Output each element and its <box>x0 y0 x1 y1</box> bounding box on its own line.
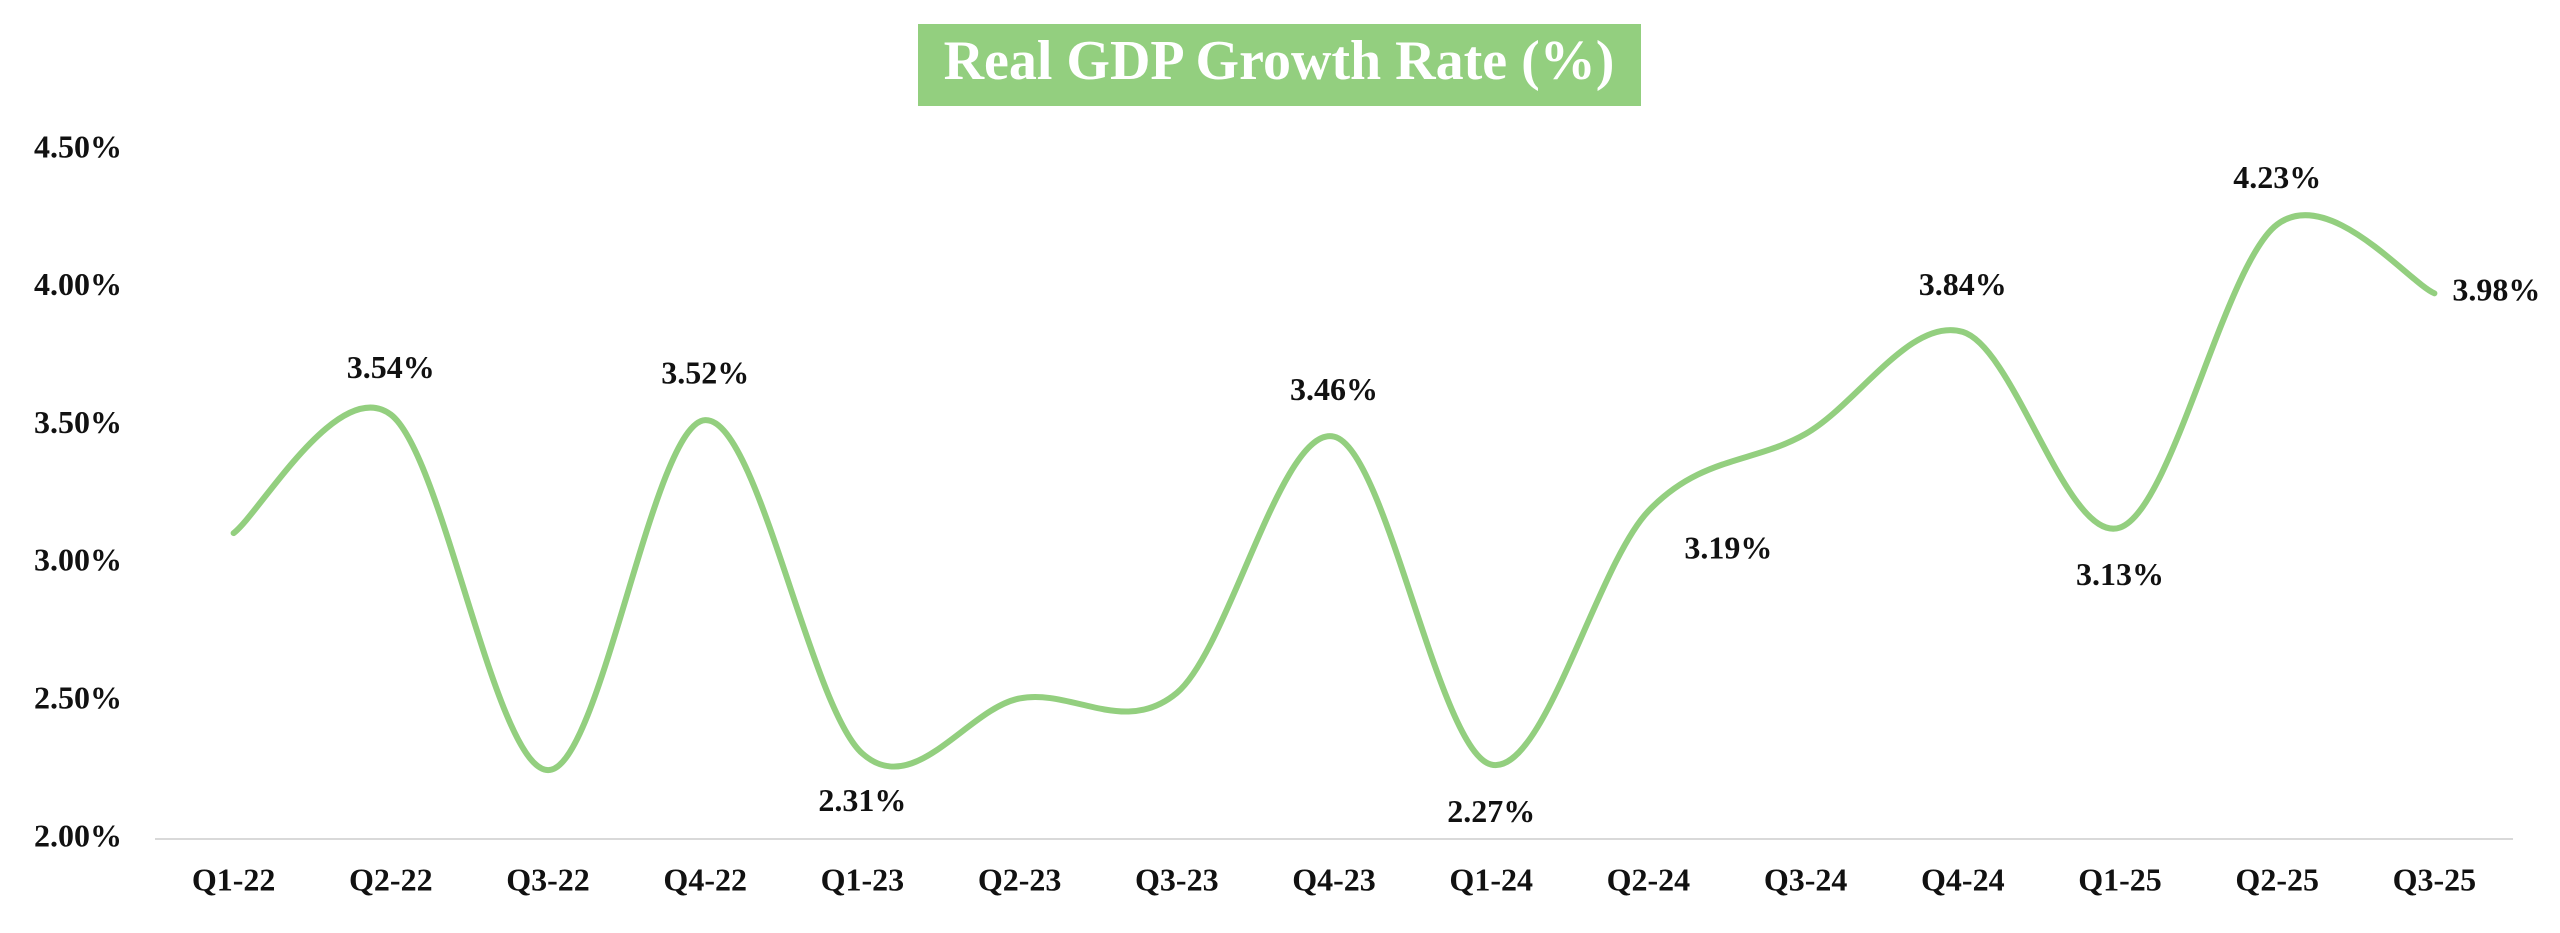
y-tick-label: 4.50% <box>34 128 122 164</box>
data-label: 3.54% <box>347 349 435 385</box>
x-tick-label: Q1-22 <box>192 861 276 897</box>
y-tick-label: 4.00% <box>34 266 122 302</box>
x-tick-label: Q4-24 <box>1921 861 2005 897</box>
y-tick-label: 3.00% <box>34 542 122 578</box>
data-label: 3.13% <box>2076 556 2164 592</box>
x-tick-label: Q3-24 <box>1764 861 1848 897</box>
x-tick-label: Q3-23 <box>1135 861 1219 897</box>
x-tick-label: Q3-25 <box>2393 861 2477 897</box>
data-label: 3.98% <box>2452 272 2540 308</box>
y-tick-label: 2.50% <box>34 680 122 716</box>
x-tick-label: Q4-23 <box>1292 861 1376 897</box>
line <box>230 212 2438 774</box>
data-label: 4.23% <box>2233 159 2321 195</box>
x-tick-label: Q2-22 <box>349 861 433 897</box>
x-tick-label: Q4-22 <box>663 861 747 897</box>
data-label: 2.31% <box>818 782 906 818</box>
data-label: 3.52% <box>661 354 749 390</box>
data-label: 3.46% <box>1290 371 1378 407</box>
title-box <box>918 24 1641 106</box>
x-tick-label: Q2-24 <box>1607 861 1691 897</box>
x-tick-label: Q3-22 <box>506 861 590 897</box>
data-label: 3.84% <box>1919 266 2007 302</box>
y-tick-label: 3.50% <box>34 404 122 440</box>
data-label: 3.19% <box>1684 529 1772 565</box>
x-tick-label: Q2-23 <box>978 861 1062 897</box>
chart-title: Real GDP Growth Rate (%) <box>944 30 1615 92</box>
x-tick-label: Q1-23 <box>821 861 905 897</box>
x-tick-label: Q1-24 <box>1449 861 1533 897</box>
y-tick-label: 2.00% <box>34 817 122 853</box>
x-tick-label: Q1-25 <box>2078 861 2162 897</box>
x-tick-label: Q2-25 <box>2235 861 2319 897</box>
data-label: 2.27% <box>1447 793 1535 829</box>
